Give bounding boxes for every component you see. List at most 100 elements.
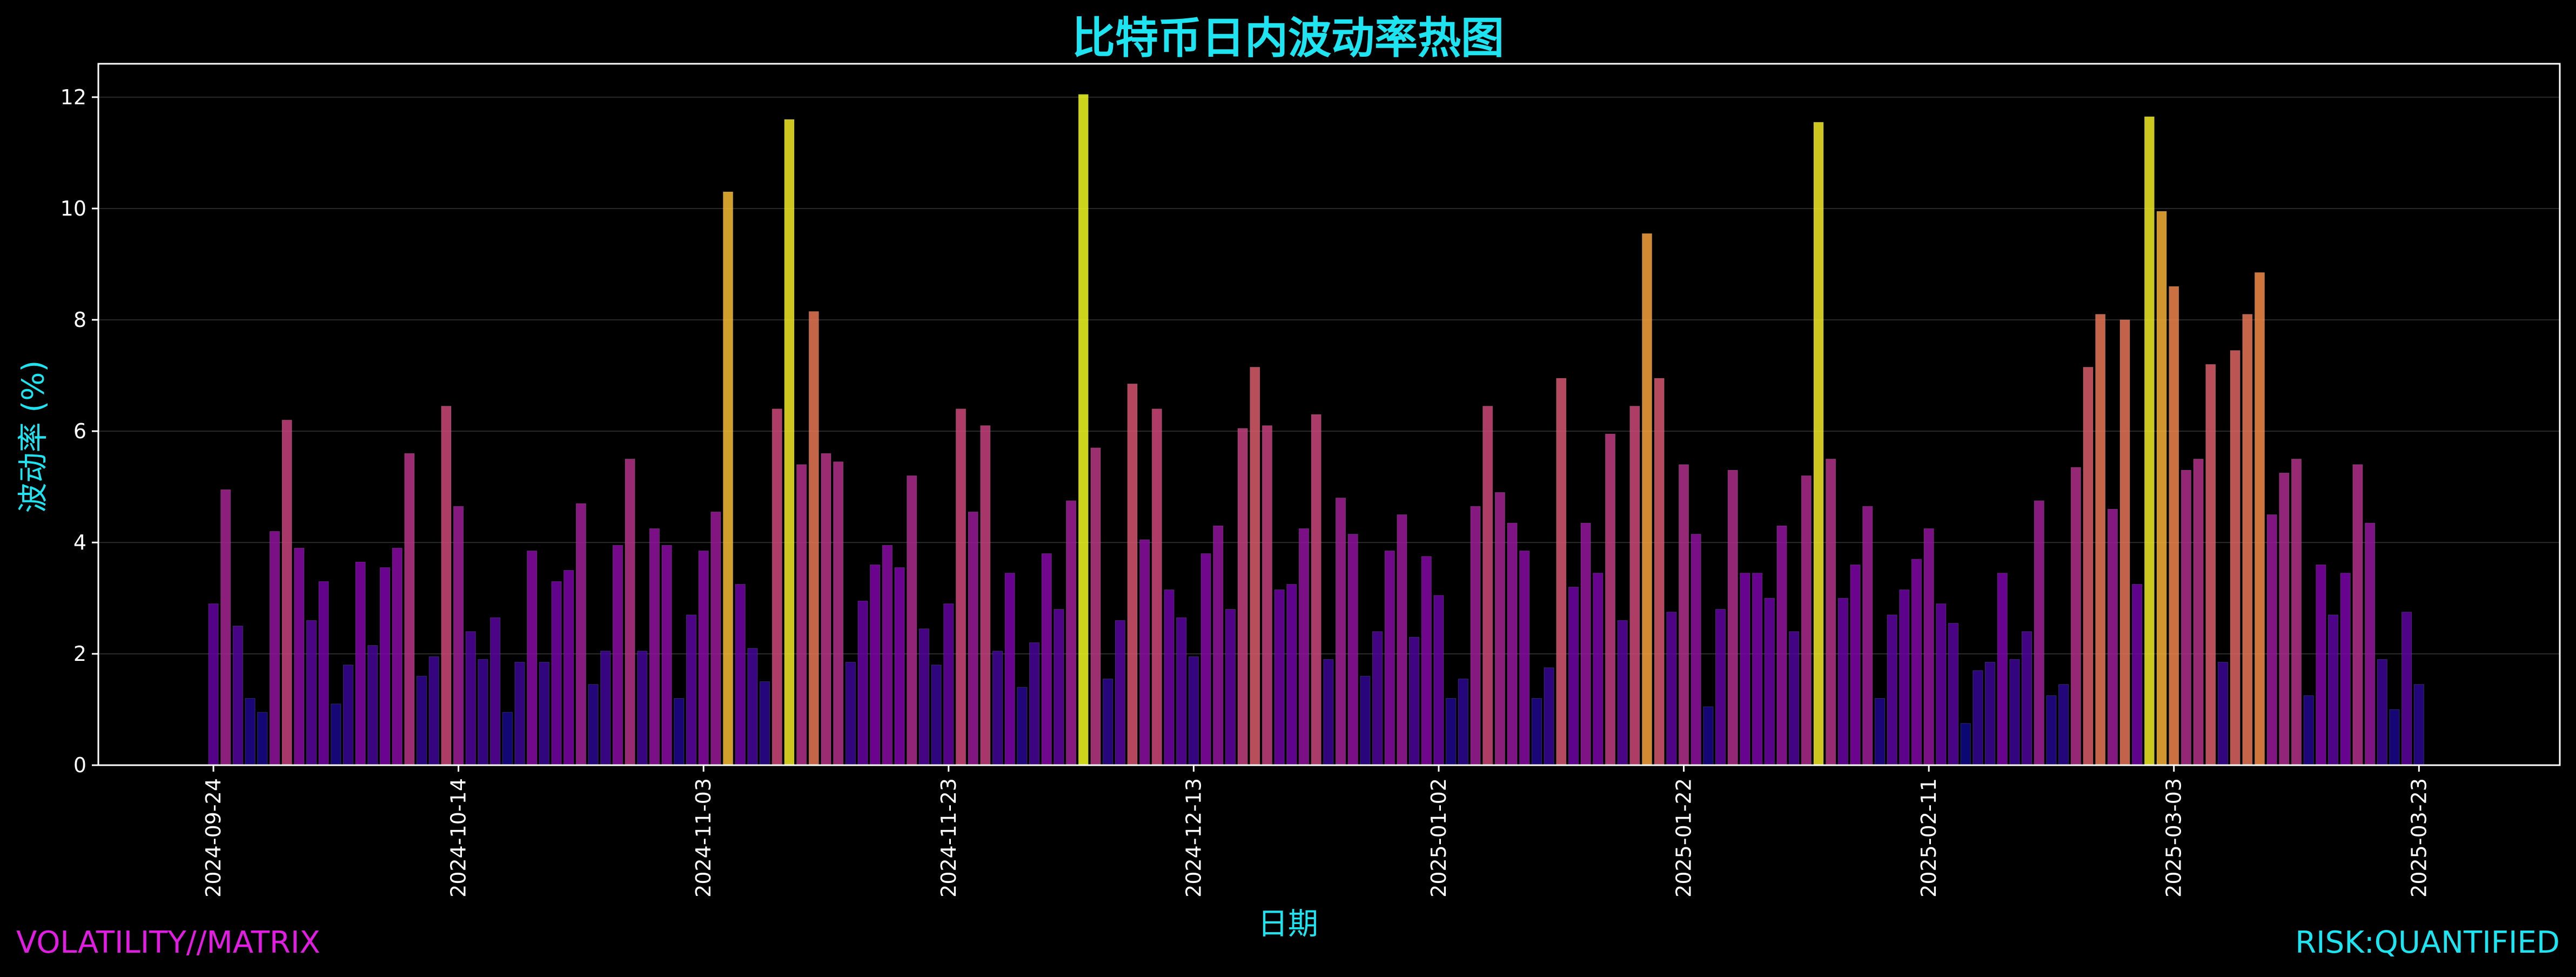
volatility-bar: [588, 684, 599, 766]
y-tick-label: 12: [61, 85, 86, 109]
volatility-bar: [674, 698, 685, 766]
volatility-bar: [1789, 631, 1800, 766]
volatility-bar: [2205, 364, 2216, 766]
x-tick-label: 2024-10-14: [447, 778, 471, 898]
volatility-bar: [2058, 684, 2069, 766]
volatility-bar: [698, 550, 709, 766]
volatility-bar: [649, 528, 660, 766]
volatility-bar: [857, 600, 868, 766]
volatility-bar: [2266, 514, 2277, 766]
volatility-bar: [1139, 539, 1150, 766]
volatility-bar: [943, 603, 954, 766]
volatility-bar: [821, 453, 831, 766]
volatility-bar: [2316, 564, 2326, 766]
volatility-bar: [367, 645, 378, 766]
footer-left-text: VOLATILITY//MATRIX: [16, 925, 320, 960]
volatility-bar: [1298, 528, 1310, 766]
y-axis-ticks: 0 2 4 6 8 10 12: [61, 85, 98, 777]
volatility-bar: [784, 119, 795, 766]
volatility-bar: [1127, 383, 1138, 766]
volatility-bar: [2046, 695, 2057, 766]
volatility-bar: [760, 681, 770, 766]
volatility-bar: [1862, 506, 1873, 766]
volatility-bar: [845, 661, 856, 766]
volatility-bar: [1948, 623, 1959, 766]
x-axis-ticks: 2024-09-24 2024-10-14 2024-11-03 2024-11-23…: [202, 765, 2431, 898]
volatility-bar: [870, 564, 881, 766]
volatility-bar: [1494, 492, 1505, 766]
volatility-bar: [2291, 458, 2302, 766]
volatility-bar: [1887, 614, 1897, 766]
x-tick-label: 2025-03-03: [2162, 778, 2186, 898]
volatility-bar: [1078, 94, 1089, 766]
y-tick-label: 4: [73, 531, 86, 554]
volatility-bar: [1960, 723, 1971, 766]
volatility-bar: [980, 425, 991, 766]
volatility-bar: [2242, 314, 2253, 766]
volatility-bar: [1347, 533, 1358, 766]
volatility-bar: [208, 603, 219, 766]
volatility-bar: [2413, 684, 2424, 766]
volatility-bar: [1544, 667, 1554, 766]
volatility-bar: [772, 409, 782, 766]
volatility-bar: [2193, 458, 2204, 766]
volatility-bar: [1311, 414, 1321, 766]
volatility-bar: [1188, 656, 1199, 766]
volatility-bar: [1923, 528, 1934, 766]
volatility-bar: [1911, 559, 1922, 766]
volatility-bar: [2181, 470, 2191, 766]
volatility-bar: [527, 550, 538, 766]
volatility-bar: [1629, 406, 1640, 766]
volatility-bar: [1507, 523, 1518, 766]
volatility-bar: [1813, 122, 1824, 766]
x-tick-label: 2025-02-11: [1917, 778, 1941, 898]
volatility-bar: [1801, 475, 1812, 766]
volatility-bar: [2254, 272, 2265, 766]
volatility-bar: [514, 661, 525, 766]
volatility-bar: [1641, 233, 1653, 766]
chart-title: 比特币日内波动率热图: [1072, 13, 1504, 63]
x-tick-label: 2024-09-24: [202, 778, 225, 898]
volatility-bar: [1360, 675, 1371, 766]
volatility-bar: [379, 567, 391, 766]
volatility-bar: [1703, 706, 1714, 766]
volatility-bar: [551, 581, 562, 766]
volatility-bar: [502, 712, 513, 766]
volatility-bar: [245, 698, 256, 766]
volatility-bar: [281, 419, 292, 766]
x-tick-label: 2025-01-22: [1672, 778, 1696, 898]
volatility-bar: [931, 665, 942, 766]
volatility-bar: [2340, 573, 2351, 766]
volatility-bar: [686, 614, 697, 766]
volatility-bar: [1531, 698, 1542, 766]
footer-right-text: RISK:QUANTIFIED: [2295, 925, 2560, 960]
y-tick-label: 10: [61, 197, 86, 220]
volatility-bar: [1936, 603, 1947, 766]
volatility-bar: [220, 489, 231, 766]
volatility-bar: [2327, 614, 2339, 766]
volatility-bar: [808, 311, 819, 766]
volatility-bar: [1421, 556, 1432, 766]
volatility-bar: [1580, 523, 1591, 766]
volatility-bar: [1482, 406, 1493, 766]
volatility-bar: [2144, 116, 2155, 766]
volatility-bar: [257, 712, 268, 766]
x-tick-label: 2024-11-23: [937, 778, 961, 898]
volatility-bar: [1593, 573, 1604, 766]
volatility-bar: [2034, 500, 2044, 766]
volatility-bar: [2279, 472, 2290, 766]
volatility-bar: [1433, 595, 1444, 766]
volatility-bar: [747, 648, 758, 766]
volatility-bar: [2119, 319, 2130, 766]
volatility-bar: [1041, 553, 1052, 766]
volatility-bar: [1899, 590, 1910, 766]
volatility-bar: [600, 651, 611, 766]
volatility-bar: [343, 665, 354, 766]
volatility-bar: [453, 506, 464, 766]
volatility-bar: [416, 675, 427, 766]
volatility-bar: [1654, 378, 1665, 766]
volatility-bar: [2070, 467, 2081, 766]
volatility-bar: [1678, 464, 1689, 766]
volatility-bar: [612, 545, 623, 766]
